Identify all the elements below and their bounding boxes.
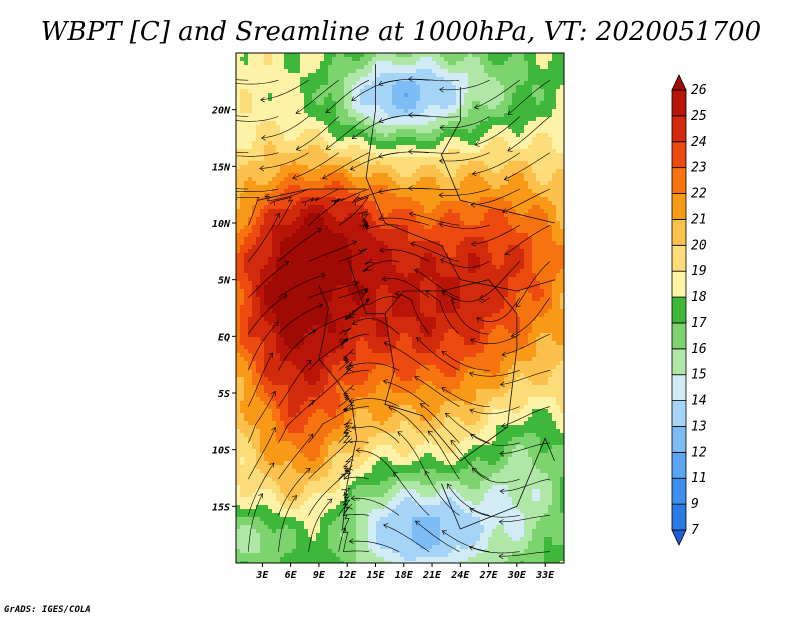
x-tick-label: 6E	[285, 570, 298, 581]
x-tick-label: 18E	[395, 570, 414, 581]
y-axis: 20N 15N 10N 5N EQ 5S 10S 15S	[211, 106, 236, 513]
colorbar-label: 9	[691, 497, 699, 512]
wbpt-field	[236, 53, 564, 563]
x-tick-label: 21E	[422, 570, 442, 581]
y-tick-label: 10N	[212, 219, 231, 230]
map-plot	[236, 53, 564, 563]
colorbar-label: 14	[691, 394, 707, 409]
x-tick-label: 30E	[507, 570, 527, 581]
y-tick-label: EQ	[218, 332, 230, 343]
colorbar-segment	[671, 296, 687, 324]
colorbar-label: 13	[691, 419, 707, 434]
colorbar-segment	[671, 270, 687, 298]
colorbar-label: 20	[691, 238, 707, 253]
x-tick-label: 12E	[338, 570, 357, 581]
x-tick-label: 9E	[313, 570, 326, 581]
chart-title: WBPT [C] and Sreamline at 1000hPa, VT: 2…	[41, 17, 761, 47]
colorbar-label: 21	[691, 212, 707, 227]
country-borders	[257, 64, 555, 530]
streamlines-overlay	[236, 76, 551, 560]
colorbar-segment	[671, 400, 687, 427]
colorbar-segment	[671, 115, 687, 143]
x-tick-label: 15E	[366, 570, 385, 581]
x-tick-label: 3E	[255, 570, 269, 581]
y-tick-label: 10S	[212, 446, 230, 457]
colorbar-label: 19	[691, 264, 707, 279]
colorbar-label: 26	[691, 83, 707, 98]
colorbar-label: 24	[691, 135, 707, 150]
colorbar-segment	[671, 348, 687, 376]
colorbar-segment	[671, 374, 687, 401]
colorbar-label: 12	[691, 445, 707, 460]
colorbar: 7 9 11 12 13 14 15 16 17 18 19 20 21 22 23 24 25 26	[671, 74, 707, 546]
colorbar-label: 11	[691, 471, 707, 486]
y-tick-label: 5N	[218, 276, 231, 287]
colorbar-label: 23	[691, 161, 707, 176]
colorbar-segment	[671, 244, 687, 272]
colorbar-segment	[671, 426, 687, 453]
colorbar-segment	[671, 219, 687, 246]
x-tick-label: 33E	[535, 570, 555, 581]
colorbar-label: 15	[691, 368, 707, 383]
colorbar-segment	[671, 167, 687, 194]
y-tick-label: 5S	[218, 389, 230, 400]
colorbar-segment	[671, 503, 687, 531]
colorbar-label: 22	[691, 187, 707, 202]
colorbar-label: 18	[691, 290, 707, 305]
x-axis: 3E 6E 9E 12E 15E 18E 21E 24E 27E 30E 33E	[255, 563, 555, 581]
y-tick-label: 15S	[212, 502, 230, 513]
x-tick-label: 24E	[450, 570, 470, 581]
colorbar-segment	[671, 193, 687, 220]
map-frame	[235, 52, 565, 564]
colorbar-label: 7	[691, 523, 699, 538]
colorbar-segment	[671, 529, 687, 546]
colorbar-segment	[671, 322, 687, 350]
credit-text: GrADS: IGES/COLA	[4, 605, 91, 615]
colorbar-segment	[671, 89, 687, 117]
colorbar-segment	[671, 477, 687, 505]
y-tick-label: 15N	[212, 162, 231, 173]
y-tick-label: 20N	[211, 106, 231, 117]
colorbar-label: 16	[691, 342, 707, 357]
colorbar-segment	[671, 141, 687, 169]
colorbar-segment	[671, 451, 687, 479]
colorbar-segment	[671, 74, 687, 91]
x-tick-label: 27E	[479, 570, 499, 581]
colorbar-label: 17	[691, 316, 707, 331]
colorbar-label: 25	[691, 109, 707, 124]
